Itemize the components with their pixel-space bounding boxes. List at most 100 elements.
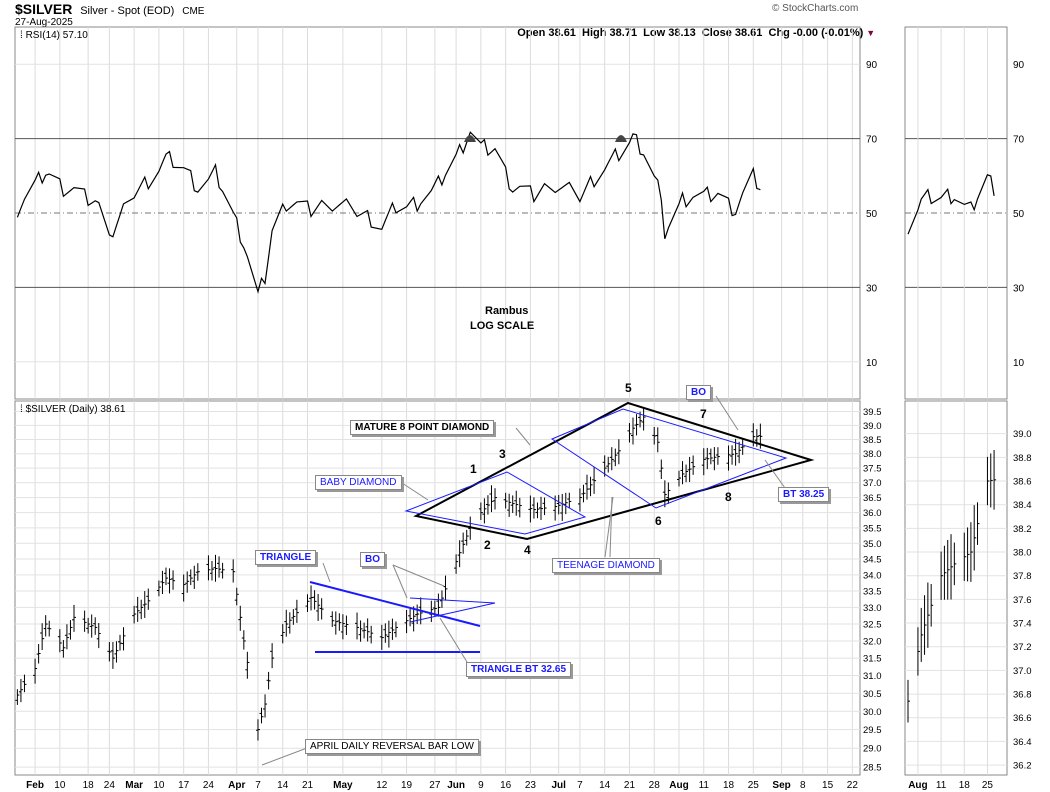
x-tick-label: 12	[376, 780, 388, 791]
zoom-price-axis-label: 39.0	[1013, 429, 1032, 440]
x-tick-label: 27	[429, 780, 441, 791]
price-axis-label: 38.0	[863, 449, 882, 460]
diamond-point-1: 1	[470, 462, 477, 476]
baby-callout-leader	[398, 480, 429, 501]
zoom-price-axis-label: 37.2	[1013, 642, 1032, 653]
x-tick-label: 14	[277, 780, 289, 791]
price-axis-label: 28.5	[863, 763, 882, 774]
zoom-price-axis-label: 38.6	[1013, 477, 1032, 488]
diamond-point-6: 6	[655, 514, 662, 528]
zoom-price-axis-label: 38.0	[1013, 548, 1032, 559]
tri-bt-callout-leader	[439, 617, 468, 663]
diamond-point-4: 4	[524, 543, 531, 557]
zoom-price-axis-label: 37.8	[1013, 571, 1032, 582]
x-tick-label: Jun	[447, 780, 465, 791]
price-axis-label: 35.5	[863, 523, 882, 534]
zoom-price-axis-label: 38.8	[1013, 453, 1032, 464]
rsi-label-icon: ⁞	[20, 30, 26, 41]
x-tick-label: 10	[54, 780, 66, 791]
zoom-price-axis-label: 36.6	[1013, 713, 1032, 724]
x-tick-label: 16	[500, 780, 512, 791]
baby-diamond-outline	[404, 471, 587, 535]
price-axis-label: 29.5	[863, 725, 882, 736]
price-axis-label: 34.0	[863, 570, 882, 581]
bo2-callout-leader	[715, 395, 739, 431]
price-axis-label: 33.0	[863, 603, 882, 614]
triangle-upper-line	[309, 581, 481, 627]
price-axis-label: 29.0	[863, 744, 882, 755]
zoom-x-tick-label: 18	[959, 780, 971, 791]
x-tick-label: Sep	[772, 780, 790, 791]
price-axis-label: 30.0	[863, 707, 882, 718]
zoom-rsi-axis-label: 90	[1013, 60, 1025, 71]
bo1-callout-leader-b	[392, 564, 408, 599]
x-tick-label: 21	[302, 780, 314, 791]
teenage-diamond-outline	[550, 408, 788, 509]
x-tick-label: 8	[800, 780, 806, 791]
zoom-price-axis-label: 37.4	[1013, 619, 1032, 630]
price-axis-label: 36.0	[863, 508, 882, 519]
x-tick-label: 19	[401, 780, 413, 791]
x-tick-label: 24	[203, 780, 215, 791]
price-axis-label: 33.5	[863, 587, 882, 598]
triangle-callout-leader	[322, 562, 331, 583]
x-tick-label: 18	[723, 780, 735, 791]
price-axis-label: 38.5	[863, 435, 882, 446]
zoom-rsi-line	[907, 174, 995, 235]
x-tick-label: Aug	[669, 780, 688, 791]
price-axis-label: 37.0	[863, 478, 882, 489]
x-tick-label: May	[333, 780, 353, 791]
pattern-lines	[261, 395, 815, 766]
down-triangle-icon: ▼	[866, 28, 876, 38]
rsi-label-text: RSI(14) 57.10	[25, 30, 88, 41]
teenage-diamond-callout: TEENAGE DIAMOND	[552, 558, 660, 573]
april-callout-leader	[261, 747, 308, 766]
x-tick-label: 9	[478, 780, 484, 791]
rsi-overbought-fill	[464, 135, 476, 142]
zoom-price-axis-label: 36.2	[1013, 761, 1032, 772]
rambus-label: Rambus	[485, 305, 529, 317]
bt-callout: BT 38.25	[778, 487, 830, 502]
price-axis-label: 35.0	[863, 539, 882, 550]
price-axis-label: 39.5	[863, 407, 882, 418]
price-axis-label: 39.0	[863, 421, 882, 432]
mature-callout-leader	[515, 427, 531, 446]
zoom-price-axis-label: 38.4	[1013, 500, 1032, 511]
april-low-callout: APRIL DAILY REVERSAL BAR LOW	[305, 739, 479, 754]
price-axis-label: 32.5	[863, 620, 882, 631]
exchange: CME	[182, 6, 205, 17]
zoom-price-axis-label: 37.6	[1013, 595, 1032, 606]
bo-callout-2: BO	[686, 385, 711, 400]
mature-diamond-callout: MATURE 8 POINT DIAMOND	[350, 420, 495, 435]
price-axis-label: 31.0	[863, 671, 882, 682]
rsi-panel-label: ⁞ RSI(14) 57.10	[20, 30, 88, 41]
price-label-icon: ⁞	[20, 404, 26, 415]
zoom-x-tick-label: 25	[982, 780, 994, 791]
zoom-rsi-axis-label: 10	[1013, 358, 1025, 369]
log-scale-label: LOG SCALE	[470, 320, 535, 332]
symbol-title: $SILVER Silver - Spot (EOD) CME	[15, 1, 204, 17]
x-tick-label: 21	[624, 780, 636, 791]
chart-date: 27-Aug-2025	[15, 17, 73, 28]
rsi-line	[16, 131, 761, 294]
price-label-text: $SILVER (Daily) 38.61	[25, 404, 126, 415]
x-tick-label: Feb	[26, 780, 44, 791]
diamond-point-5: 5	[625, 381, 632, 395]
price-axis-label: 32.0	[863, 636, 882, 647]
symbol: $SILVER	[15, 1, 73, 17]
diamond-point-8: 8	[725, 490, 732, 504]
bo1-callout-leader	[392, 564, 445, 587]
x-tick-label: 22	[847, 780, 859, 791]
price-axis-label: 37.5	[863, 464, 882, 475]
zoom-price-panel	[904, 400, 1008, 776]
diamond-point-2: 2	[484, 538, 491, 552]
price-axis-label: 30.5	[863, 689, 882, 700]
diamond-point-3: 3	[499, 447, 506, 461]
price-axis-label: 31.5	[863, 654, 882, 665]
x-tick-label: 28	[649, 780, 661, 791]
zoom-price-axis-label: 36.4	[1013, 737, 1032, 748]
rsi-axis-label: 30	[866, 283, 878, 294]
zoom-price-axis-label: 38.2	[1013, 524, 1032, 535]
baby-diamond-callout: BABY DIAMOND	[315, 475, 402, 490]
